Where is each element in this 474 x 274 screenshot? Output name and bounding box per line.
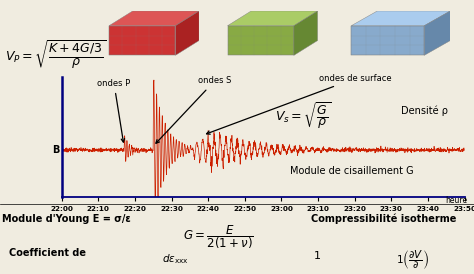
Text: ondes P: ondes P [97,79,131,142]
Text: $d\varepsilon_{\rm{xxx}}$: $d\varepsilon_{\rm{xxx}}$ [162,252,189,266]
Text: $1\left(\dfrac{\partial V}{\partial}\right)$: $1\left(\dfrac{\partial V}{\partial}\rig… [396,248,429,271]
Text: ondes de surface: ondes de surface [207,74,392,134]
Text: ondes S: ondes S [156,76,231,143]
Text: Module d'Young E = σ/ε: Module d'Young E = σ/ε [2,213,131,224]
Text: $V_s = \sqrt{\dfrac{G}{\rho}}$: $V_s = \sqrt{\dfrac{G}{\rho}}$ [275,100,332,131]
Polygon shape [228,11,318,26]
Text: $G = \dfrac{E}{2(1+\nu)}$: $G = \dfrac{E}{2(1+\nu)}$ [182,223,254,251]
Text: Compressibilité isotherme: Compressibilité isotherme [311,213,456,224]
Text: Densité ρ: Densité ρ [401,105,448,116]
Polygon shape [109,11,199,26]
Text: Coefficient de: Coefficient de [9,248,86,258]
Text: $V_P = \sqrt{\dfrac{K+4G/3}{\rho}}$: $V_P = \sqrt{\dfrac{K+4G/3}{\rho}}$ [5,39,107,71]
Polygon shape [351,26,424,55]
Polygon shape [175,11,199,55]
Text: B: B [52,145,60,155]
Text: Module de cisaillement G: Module de cisaillement G [290,166,413,176]
Text: heure: heure [445,196,467,205]
Polygon shape [424,11,450,55]
Text: 1: 1 [314,250,321,261]
Polygon shape [351,11,450,26]
Polygon shape [228,26,294,55]
Polygon shape [109,26,175,55]
Polygon shape [294,11,318,55]
